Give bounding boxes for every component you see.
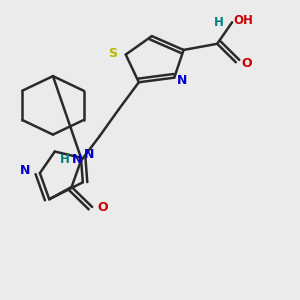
Text: O: O [241, 57, 252, 70]
Text: OH: OH [233, 14, 253, 27]
Text: N: N [177, 74, 188, 87]
Text: S: S [108, 47, 117, 61]
Text: H: H [214, 16, 224, 29]
Text: O: O [97, 201, 108, 214]
Text: H: H [60, 153, 70, 166]
Text: N: N [84, 148, 94, 161]
Text: N: N [20, 164, 30, 176]
Text: N: N [72, 153, 83, 166]
